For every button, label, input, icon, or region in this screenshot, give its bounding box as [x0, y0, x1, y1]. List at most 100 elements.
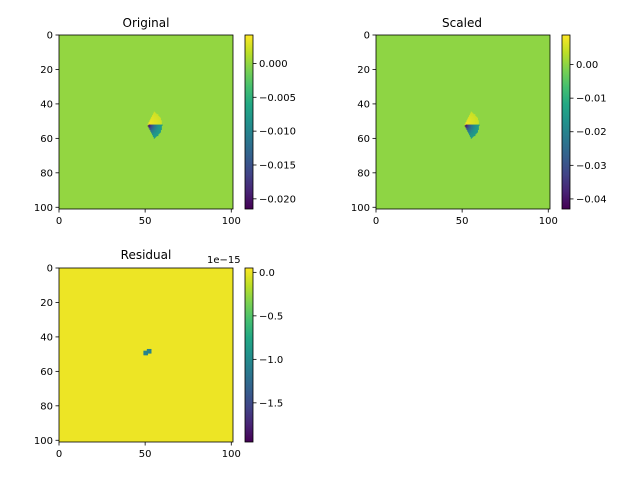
heatmap-cell — [475, 122, 478, 124]
heatmap-cell — [468, 122, 470, 124]
heatmap-cell — [471, 129, 473, 131]
axes-frame — [58, 267, 234, 443]
heatmap-cell — [154, 122, 156, 124]
heatmap-cell — [466, 120, 468, 122]
heatmap-cell — [469, 127, 472, 129]
heatmap-cell — [474, 118, 476, 120]
heatmap-cell — [470, 115, 472, 118]
heatmap-cell — [156, 125, 158, 127]
heatmap-cell — [469, 130, 471, 132]
heatmap-cell — [158, 125, 160, 127]
heatmap-cell — [476, 117, 478, 119]
heatmap-cell — [153, 124, 155, 126]
heatmap-cell — [154, 123, 156, 125]
heatmap-cell — [474, 127, 476, 129]
heatmap-cell — [469, 118, 472, 120]
heatmap-cell — [472, 122, 474, 124]
heatmap-cell — [149, 351, 151, 353]
heatmap-cell — [477, 128, 479, 131]
heatmap-cell — [466, 121, 468, 123]
y-tick-label: 80 — [40, 401, 53, 412]
heatmap-cell — [469, 123, 472, 125]
heatmap-cell — [150, 119, 152, 121]
heatmap-cell — [475, 125, 477, 127]
heatmap-cell — [152, 132, 154, 134]
colorbar-tick-label: 0.00 — [576, 60, 598, 71]
x-axis: 0 50 100 — [56, 442, 241, 460]
heatmap-cell — [152, 117, 155, 119]
heatmap-cell — [475, 124, 477, 126]
heatmap-cell — [472, 124, 474, 126]
heatmap-cell — [469, 125, 471, 127]
heatmap-cell — [472, 133, 474, 135]
heatmap-cell — [144, 352, 146, 354]
heatmap-cell — [158, 116, 160, 118]
heatmap-cell — [157, 115, 159, 117]
heatmap-cell — [468, 130, 470, 132]
heatmap-cell — [154, 132, 156, 134]
heatmap-cell — [156, 128, 158, 130]
heatmap-cell — [476, 118, 478, 120]
axes-frame — [375, 34, 551, 210]
heatmap-cell — [475, 128, 477, 130]
heatmap-cell — [146, 351, 149, 353]
y-tick-label: 80 — [40, 168, 53, 179]
heatmap-cell — [473, 133, 475, 135]
heatmap-cell — [465, 125, 467, 127]
y-tick-label: 20 — [40, 65, 53, 76]
heatmap-cell — [154, 124, 156, 126]
heatmap-background — [59, 35, 233, 209]
heatmap-cell — [475, 130, 477, 132]
colorbar-tick-label: −0.5 — [259, 311, 283, 322]
heatmap-cell — [150, 348, 152, 351]
heatmap-cell — [148, 123, 150, 125]
heatmap-cell — [150, 127, 152, 129]
heatmap-cell — [467, 130, 469, 132]
heatmap-cell — [470, 125, 472, 127]
heatmap-cell — [474, 133, 476, 135]
heatmap-cell — [467, 119, 469, 121]
heatmap-cell — [469, 129, 471, 131]
y-tick-label: 80 — [357, 168, 370, 179]
heatmap-cell — [474, 128, 476, 130]
heatmap-cell — [156, 129, 158, 131]
heatmap-cell — [155, 115, 157, 118]
heatmap-cell — [157, 128, 159, 130]
x-axis: 0 50 100 — [373, 209, 558, 227]
heatmap-cell — [469, 128, 471, 131]
heatmap-cell — [156, 134, 158, 136]
heatmap-cell — [157, 122, 159, 125]
heatmap-cell — [152, 115, 155, 117]
heatmap-cell — [155, 134, 157, 136]
heatmap-cell — [468, 122, 470, 125]
heatmap-cell — [469, 120, 472, 122]
heatmap-cell — [475, 117, 478, 119]
heatmap-cell — [477, 125, 479, 127]
heatmap-cell — [151, 117, 153, 119]
heatmap-cell — [475, 129, 477, 131]
heatmap-cell — [153, 113, 155, 115]
heatmap-cell — [153, 136, 155, 138]
heatmap-cell — [149, 128, 151, 131]
heatmap-cell — [156, 120, 158, 122]
heatmap-cell — [156, 114, 158, 116]
heatmap-cell — [157, 124, 159, 126]
heatmap-cell — [469, 115, 471, 117]
heatmap-cell — [154, 119, 156, 121]
heatmap-cell — [472, 120, 474, 122]
heatmap-cell — [154, 130, 156, 132]
heatmap-cell — [156, 133, 158, 135]
heatmap-cell — [473, 126, 475, 128]
heatmap-cell — [474, 121, 476, 123]
heatmap-cell — [473, 121, 475, 123]
heatmap-cell — [157, 118, 159, 120]
heatmap-cell — [469, 115, 472, 117]
heatmap-cell — [157, 119, 159, 121]
heatmap-cell — [156, 119, 158, 121]
heatmap-cell — [151, 122, 153, 124]
heatmap-cell — [471, 136, 473, 138]
heatmap-cell — [154, 126, 156, 128]
heatmap-cell — [158, 120, 161, 122]
heatmap-cell — [152, 133, 154, 135]
